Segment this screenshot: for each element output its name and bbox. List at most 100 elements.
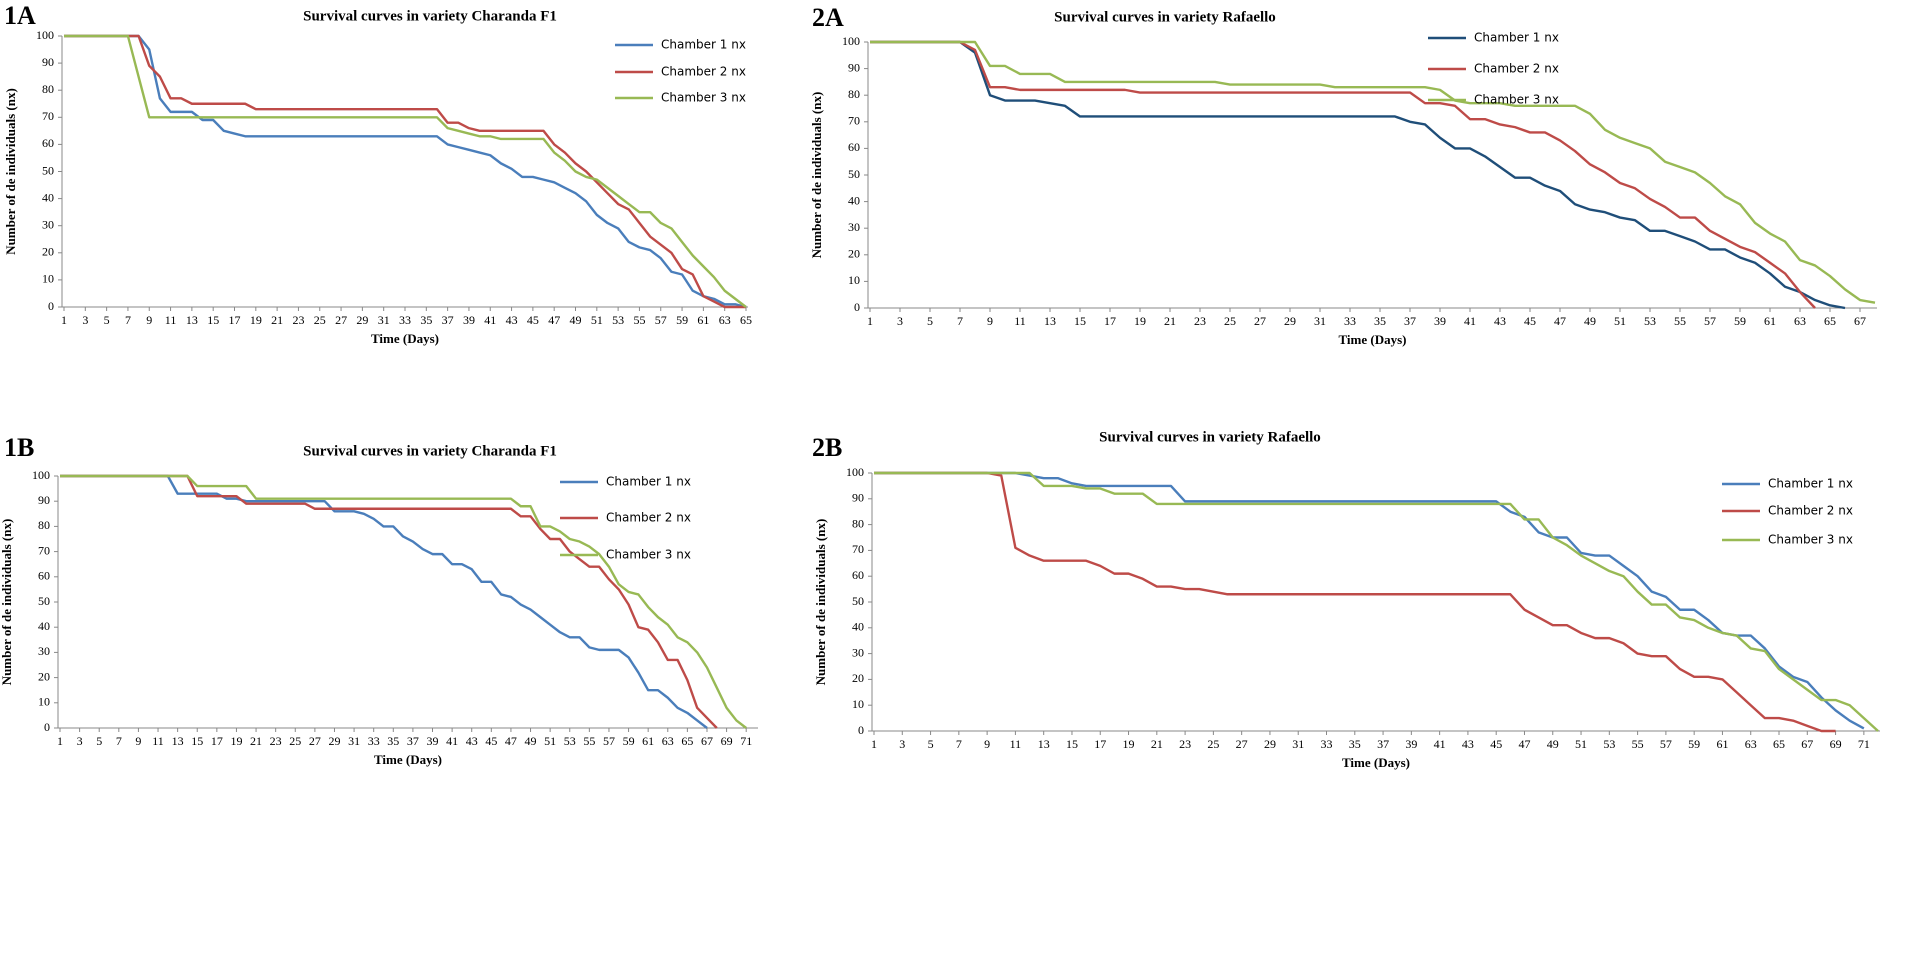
- x-tick-label: 19: [250, 313, 262, 327]
- x-tick-label: 7: [957, 314, 963, 328]
- x-tick-label: 59: [676, 313, 688, 327]
- y-tick-label: 10: [852, 697, 864, 711]
- x-tick-label: 35: [1349, 737, 1361, 751]
- y-tick-label: 70: [38, 543, 50, 557]
- x-tick-label: 9: [135, 734, 141, 748]
- y-tick-label: 40: [848, 193, 860, 207]
- y-tick-label: 30: [38, 644, 50, 658]
- y-tick-label: 10: [848, 273, 860, 287]
- x-tick-label: 51: [1614, 314, 1626, 328]
- x-tick-label: 33: [368, 734, 380, 748]
- x-tick-label: 29: [328, 734, 340, 748]
- legend-label: Chamber 3 nx: [606, 548, 691, 562]
- legend-label: Chamber 2 nx: [606, 511, 691, 525]
- y-tick-label: 0: [854, 300, 860, 314]
- series-line: [870, 40, 1846, 310]
- x-tick-label: 15: [1066, 737, 1078, 751]
- x-tick-label: 49: [525, 734, 537, 748]
- x-tick-label: 67: [1801, 737, 1813, 751]
- x-tick-label: 49: [1584, 314, 1596, 328]
- x-tick-label: 31: [378, 313, 390, 327]
- y-tick-label: 50: [42, 163, 54, 177]
- y-tick-label: 80: [38, 518, 50, 532]
- y-tick-label: 70: [42, 109, 54, 123]
- x-tick-label: 27: [1236, 737, 1248, 751]
- x-tick-label: 3: [77, 734, 83, 748]
- x-tick-label: 15: [191, 734, 203, 748]
- x-tick-label: 43: [466, 734, 478, 748]
- y-tick-label: 0: [48, 299, 54, 313]
- x-tick-label: 61: [642, 734, 654, 748]
- x-tick-label: 7: [956, 737, 962, 751]
- y-axis-title: Number of de individuals (nx): [3, 88, 18, 255]
- x-tick-label: 21: [250, 734, 262, 748]
- y-tick-label: 70: [848, 114, 860, 128]
- y-tick-label: 40: [38, 619, 50, 633]
- legend-label: Chamber 2 nx: [1474, 62, 1559, 76]
- legend-label: Chamber 2 nx: [661, 65, 746, 79]
- x-tick-label: 47: [505, 734, 517, 748]
- y-axis-title: Number of de individuals (nx): [0, 519, 14, 686]
- x-tick-label: 33: [399, 313, 411, 327]
- x-tick-label: 51: [1575, 737, 1587, 751]
- x-tick-label: 33: [1344, 314, 1356, 328]
- x-tick-label: 63: [1794, 314, 1806, 328]
- x-tick-label: 1: [867, 314, 873, 328]
- x-tick-label: 35: [420, 313, 432, 327]
- x-tick-label: 17: [211, 734, 223, 748]
- x-tick-label: 25: [1207, 737, 1219, 751]
- series-line: [60, 474, 747, 729]
- x-tick-label: 23: [270, 734, 282, 748]
- x-tick-label: 45: [1490, 737, 1502, 751]
- x-tick-label: 3: [899, 737, 905, 751]
- x-tick-label: 7: [125, 313, 131, 327]
- panel-label: 2A: [812, 3, 844, 32]
- legend-label: Chamber 1 nx: [661, 38, 746, 52]
- series-line: [874, 471, 1865, 730]
- x-tick-label: 69: [721, 734, 733, 748]
- y-tick-label: 90: [42, 55, 54, 69]
- x-tick-label: 49: [1547, 737, 1559, 751]
- x-tick-label: 67: [1854, 314, 1866, 328]
- x-tick-label: 7: [116, 734, 122, 748]
- series-line: [870, 40, 1816, 309]
- y-tick-label: 20: [852, 671, 864, 685]
- x-tick-label: 11: [1014, 314, 1026, 328]
- y-tick-label: 30: [852, 645, 864, 659]
- x-tick-label: 5: [927, 314, 933, 328]
- x-tick-label: 67: [701, 734, 713, 748]
- x-axis-title: Time (Days): [374, 752, 442, 767]
- x-tick-label: 61: [1716, 737, 1728, 751]
- x-axis-title: Time (Days): [1338, 332, 1406, 347]
- series-line: [874, 471, 1836, 733]
- x-tick-label: 27: [335, 313, 347, 327]
- x-tick-label: 39: [1405, 737, 1417, 751]
- x-tick-label: 33: [1321, 737, 1333, 751]
- x-tick-label: 29: [1264, 737, 1276, 751]
- x-tick-label: 59: [623, 734, 635, 748]
- y-tick-label: 30: [848, 220, 860, 234]
- legend-label: Chamber 3 nx: [661, 91, 746, 105]
- x-tick-label: 35: [387, 734, 399, 748]
- x-tick-label: 15: [207, 313, 219, 327]
- x-tick-label: 31: [1314, 314, 1326, 328]
- x-tick-label: 15: [1074, 314, 1086, 328]
- legend-label: Chamber 1 nx: [1474, 31, 1559, 45]
- x-tick-label: 1: [61, 313, 67, 327]
- panel-label: 2B: [812, 433, 842, 462]
- x-tick-label: 53: [612, 313, 624, 327]
- series-line: [64, 34, 747, 309]
- x-tick-label: 29: [1284, 314, 1296, 328]
- x-tick-label: 49: [570, 313, 582, 327]
- x-tick-label: 55: [1632, 737, 1644, 751]
- panel-label: 1B: [4, 433, 34, 462]
- chart-title: Survival curves in variety Rafaello: [1099, 429, 1321, 445]
- series-line: [64, 34, 747, 308]
- x-tick-label: 71: [740, 734, 752, 748]
- legend-label: Chamber 3 nx: [1474, 93, 1559, 107]
- x-tick-label: 27: [1254, 314, 1266, 328]
- x-tick-label: 55: [583, 734, 595, 748]
- x-tick-label: 43: [1462, 737, 1474, 751]
- y-tick-label: 60: [852, 568, 864, 582]
- x-tick-label: 1: [871, 737, 877, 751]
